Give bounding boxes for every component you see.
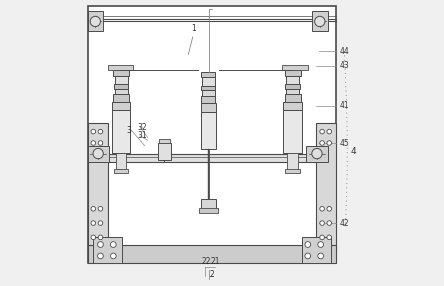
Bar	[159, 139, 170, 143]
Bar	[87, 11, 103, 31]
Circle shape	[318, 253, 324, 259]
Circle shape	[98, 206, 103, 211]
Circle shape	[90, 16, 100, 27]
Circle shape	[347, 139, 348, 140]
Circle shape	[327, 235, 332, 240]
Bar	[285, 94, 301, 102]
Bar	[202, 77, 215, 86]
Circle shape	[320, 129, 325, 134]
Bar	[113, 70, 129, 76]
Bar	[112, 102, 131, 110]
Bar	[201, 103, 216, 112]
Bar	[282, 65, 308, 70]
Bar	[286, 76, 299, 84]
Bar	[113, 94, 129, 102]
Circle shape	[327, 206, 332, 211]
Bar	[283, 102, 302, 110]
Circle shape	[327, 141, 332, 145]
Text: 45: 45	[339, 138, 349, 148]
Circle shape	[91, 129, 95, 134]
Bar	[115, 76, 127, 84]
Bar	[202, 96, 215, 103]
Circle shape	[91, 235, 95, 240]
Text: 42: 42	[339, 219, 349, 228]
Bar	[87, 245, 337, 263]
Circle shape	[111, 242, 116, 247]
Circle shape	[312, 148, 322, 159]
Bar	[306, 146, 328, 162]
Circle shape	[346, 196, 347, 197]
Circle shape	[98, 129, 103, 134]
Bar	[302, 237, 331, 263]
Circle shape	[320, 235, 325, 240]
Text: 1: 1	[191, 24, 196, 33]
Text: 3: 3	[127, 126, 131, 135]
Bar	[114, 169, 128, 173]
Circle shape	[318, 242, 324, 247]
Circle shape	[327, 129, 332, 134]
Bar	[202, 90, 215, 96]
Text: 31: 31	[137, 131, 147, 140]
Circle shape	[320, 141, 325, 145]
Circle shape	[91, 206, 95, 211]
Bar	[87, 146, 109, 162]
Text: 43: 43	[339, 61, 349, 70]
Circle shape	[91, 141, 95, 145]
Circle shape	[347, 161, 348, 162]
Bar	[202, 72, 215, 77]
Circle shape	[98, 253, 103, 259]
Circle shape	[98, 221, 103, 225]
Text: 32: 32	[137, 123, 147, 132]
Bar	[287, 153, 298, 172]
Circle shape	[345, 82, 346, 83]
Bar	[93, 237, 122, 263]
Bar	[317, 123, 337, 252]
Text: 21: 21	[210, 257, 220, 266]
Circle shape	[98, 242, 103, 247]
Bar	[201, 199, 216, 209]
Bar	[285, 70, 301, 76]
Circle shape	[305, 253, 311, 259]
Bar	[115, 153, 127, 172]
Text: 44: 44	[339, 47, 349, 56]
Circle shape	[98, 141, 103, 145]
Circle shape	[347, 152, 348, 153]
Bar	[107, 65, 133, 70]
Bar	[87, 123, 107, 252]
Circle shape	[344, 51, 345, 52]
Bar	[283, 110, 302, 153]
Text: 41: 41	[339, 101, 349, 110]
Bar	[107, 154, 317, 162]
Text: 22: 22	[202, 257, 211, 266]
Text: 2: 2	[210, 270, 214, 279]
Bar	[201, 112, 216, 149]
Bar	[312, 11, 328, 31]
Bar	[158, 143, 170, 160]
Bar	[115, 89, 127, 94]
Bar	[87, 6, 337, 263]
Circle shape	[345, 86, 346, 87]
Bar	[285, 84, 300, 89]
Circle shape	[93, 148, 103, 159]
Circle shape	[315, 16, 325, 27]
Circle shape	[346, 108, 347, 109]
Text: 4: 4	[351, 147, 357, 156]
Bar	[285, 169, 300, 173]
Circle shape	[320, 221, 325, 225]
Bar	[114, 84, 128, 89]
Bar	[286, 89, 299, 94]
Circle shape	[111, 253, 116, 259]
Circle shape	[346, 104, 347, 105]
Circle shape	[327, 221, 332, 225]
Circle shape	[344, 55, 345, 56]
Bar	[202, 86, 215, 90]
Bar	[198, 208, 218, 213]
Circle shape	[305, 242, 311, 247]
Circle shape	[91, 221, 95, 225]
Bar	[112, 110, 131, 153]
Circle shape	[98, 235, 103, 240]
Circle shape	[320, 206, 325, 211]
